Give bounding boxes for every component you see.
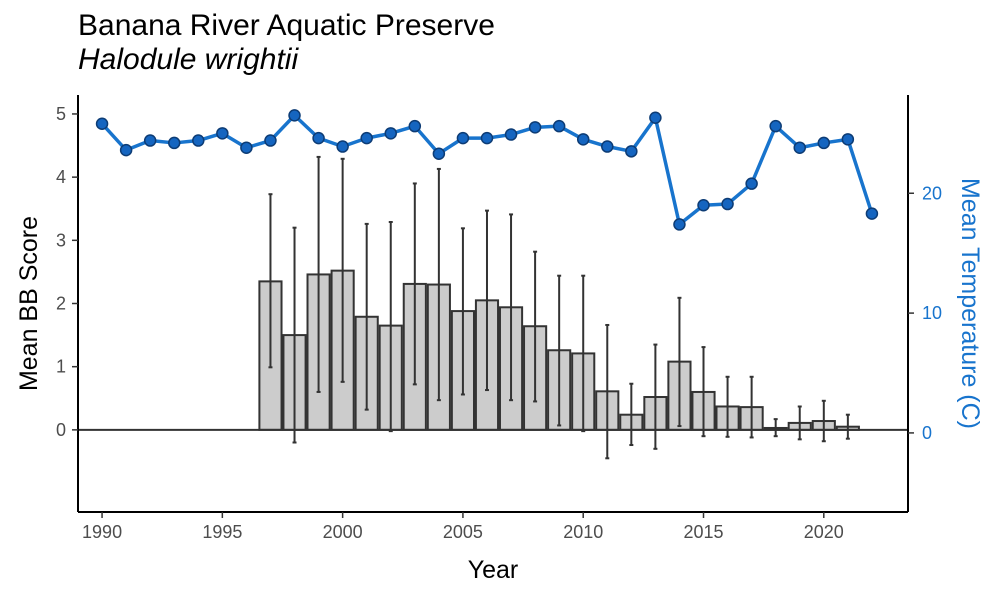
error-bars-layer <box>268 155 850 460</box>
y-axis-title: Mean BB Score <box>15 216 43 391</box>
x-tick-label: 1995 <box>202 522 242 542</box>
error-bar-2012 <box>629 382 634 447</box>
temperature-point-1993 <box>167 136 181 150</box>
y-tick-label: 5 <box>56 104 66 124</box>
x-tick-label: 2010 <box>563 522 603 542</box>
y-tick-label: 2 <box>56 294 66 314</box>
error-bar-2000 <box>340 157 345 383</box>
y2-tick-label: 20 <box>922 183 942 203</box>
chart-subtitle: Halodule wrightii <box>78 43 299 76</box>
x-tick-label: 2000 <box>323 522 363 542</box>
error-bar-1999 <box>316 155 321 393</box>
error-bar-2003 <box>412 182 417 386</box>
x-axis-title: Year <box>468 556 519 584</box>
error-bar-2005 <box>460 227 465 396</box>
error-bar-2009 <box>557 274 562 427</box>
x-tick-label: 2020 <box>804 522 844 542</box>
temperature-point-1998 <box>288 109 301 122</box>
error-bar-2019 <box>797 405 802 441</box>
temperature-point-2022 <box>865 207 879 220</box>
temperature-point-2002 <box>384 127 398 140</box>
temperature-point-2008 <box>528 121 542 134</box>
error-bar-2020 <box>821 399 826 443</box>
x-tick-label: 1990 <box>82 522 122 542</box>
temperature-point-1997 <box>264 134 277 147</box>
temperature-point-2000 <box>336 140 349 153</box>
error-bar-2006 <box>484 209 489 392</box>
temperature-point-1991 <box>119 143 133 157</box>
temperature-point-2020 <box>817 136 831 150</box>
error-bar-2016 <box>725 375 730 438</box>
error-bar-2010 <box>581 274 586 433</box>
temperature-point-2014 <box>673 218 686 231</box>
temperature-point-2003 <box>408 119 422 133</box>
error-bar-2002 <box>388 220 393 433</box>
temperature-point-2007 <box>504 128 518 141</box>
temperature-line-layer <box>95 109 879 231</box>
temperature-point-2006 <box>480 131 494 145</box>
temperature-point-2016 <box>721 197 734 211</box>
temperature-point-1996 <box>240 141 253 154</box>
error-bar-1997 <box>268 193 273 369</box>
temperature-point-1990 <box>95 117 109 131</box>
error-bar-2004 <box>436 167 441 402</box>
error-bar-2014 <box>677 296 682 428</box>
temperature-point-2013 <box>649 111 662 125</box>
temperature-point-1999 <box>312 131 325 145</box>
error-bar-2017 <box>749 375 754 439</box>
temperature-point-2010 <box>576 133 590 146</box>
temperature-point-2009 <box>552 119 566 133</box>
temperature-point-2012 <box>625 145 638 158</box>
y-tick-label: 0 <box>56 420 66 440</box>
y-tick-label: 3 <box>56 230 66 250</box>
error-bar-2018 <box>773 418 778 438</box>
temperature-point-2018 <box>769 119 782 133</box>
y2-tick-label: 0 <box>922 423 932 443</box>
temperature-point-2005 <box>456 131 470 145</box>
x-tick-label: 2005 <box>443 522 483 542</box>
error-bar-2013 <box>653 343 658 450</box>
chart-title: Banana River Aquatic Preserve <box>78 9 495 42</box>
error-bar-2011 <box>605 323 610 460</box>
temperature-point-1995 <box>216 127 229 140</box>
temperature-point-2015 <box>697 198 710 212</box>
axes-layer: 1990 1995 2000 2005 2010 2015 2020 0 1 2 3 4 5 0 10 20 <box>56 95 942 542</box>
y2-axis-title: Mean Temperature (C) <box>956 178 984 429</box>
temperature-point-2004 <box>432 147 446 160</box>
y-tick-label: 1 <box>56 357 66 377</box>
error-bar-2015 <box>701 346 706 438</box>
error-bar-1998 <box>292 226 297 444</box>
y2-tick-label: 10 <box>922 303 942 323</box>
error-bar-2021 <box>845 413 850 440</box>
temperature-point-2021 <box>841 133 855 146</box>
temperature-point-2019 <box>793 141 806 154</box>
error-bar-2001 <box>364 222 369 411</box>
x-tick-label: 2015 <box>683 522 723 542</box>
temperature-point-1992 <box>143 134 157 147</box>
temperature-point-2011 <box>601 140 614 153</box>
temperature-point-2001 <box>360 131 373 145</box>
error-bar-2008 <box>533 250 538 403</box>
temperature-point-1994 <box>192 134 205 147</box>
temperature-point-2017 <box>745 177 758 190</box>
y-tick-label: 4 <box>56 167 66 187</box>
error-bar-2007 <box>509 213 514 402</box>
